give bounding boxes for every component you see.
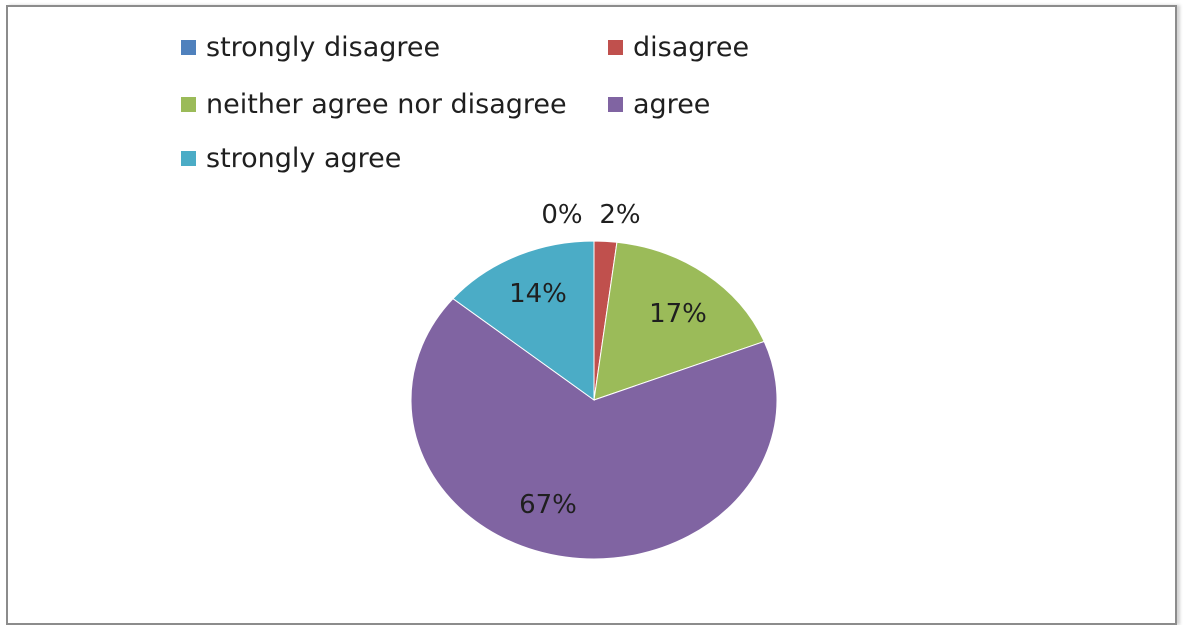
pie-slices [410,240,778,560]
legend-label: strongly disagree [206,31,441,63]
legend-label: agree [633,88,711,120]
legend-item-neither: neither agree nor disagree [181,87,567,121]
legend-item-strongly-disagree: strongly disagree [181,30,440,64]
slice-neither [593,241,765,401]
pie-labels: 0% 2% 17% 67% 14% [509,200,707,520]
legend-item-disagree: disagree [608,30,749,64]
legend-label: strongly agree [206,142,402,174]
legend-swatch [181,39,196,55]
legend-item-agree: agree [608,87,710,121]
data-label: 14% [509,279,567,309]
slice-agree [410,297,778,560]
legend-swatch [181,96,196,112]
data-label: 17% [649,299,707,329]
data-label: 0% [541,200,582,230]
data-label: 67% [519,490,577,520]
data-label: 2% [599,200,640,230]
slice-strongly-agree [452,240,595,401]
legend-label: neither agree nor disagree [206,88,567,120]
legend-swatch [608,39,623,55]
legend-label: disagree [633,31,750,63]
legend-item-strongly-agree: strongly agree [181,141,401,175]
chart-legend: strongly disagree disagree neither agree… [181,30,821,190]
legend-swatch [608,96,623,112]
legend-swatch [181,150,196,166]
